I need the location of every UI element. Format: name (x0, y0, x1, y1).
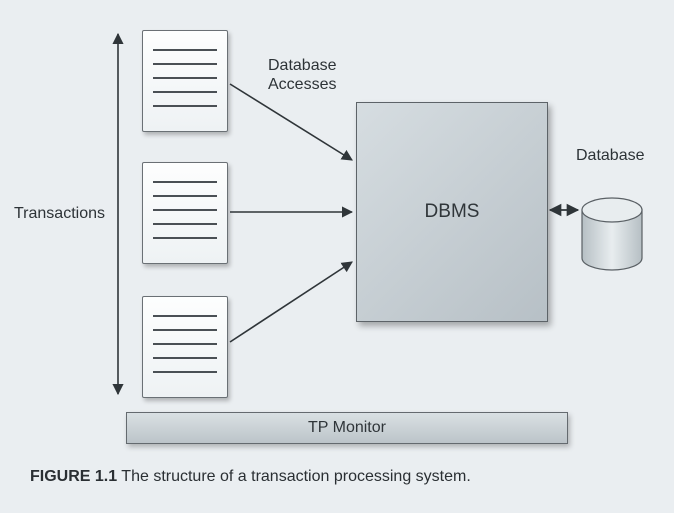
diagram-stage: DBMS TP Monitor Transactions Database Ac… (0, 0, 674, 513)
tp-monitor-bar: TP Monitor (126, 412, 568, 444)
transaction-doc (142, 162, 228, 264)
dbms-box: DBMS (356, 102, 548, 322)
transaction-doc (142, 30, 228, 132)
database-label: Database (576, 146, 645, 165)
transaction-doc (142, 296, 228, 398)
figure-caption: FIGURE 1.1 The structure of a transactio… (30, 468, 471, 486)
transactions-label: Transactions (14, 204, 105, 223)
database-cylinder (580, 196, 644, 272)
tp-monitor-label: TP Monitor (308, 419, 386, 437)
dbms-label: DBMS (425, 201, 480, 223)
database-accesses-label: Database Accesses (268, 56, 337, 94)
